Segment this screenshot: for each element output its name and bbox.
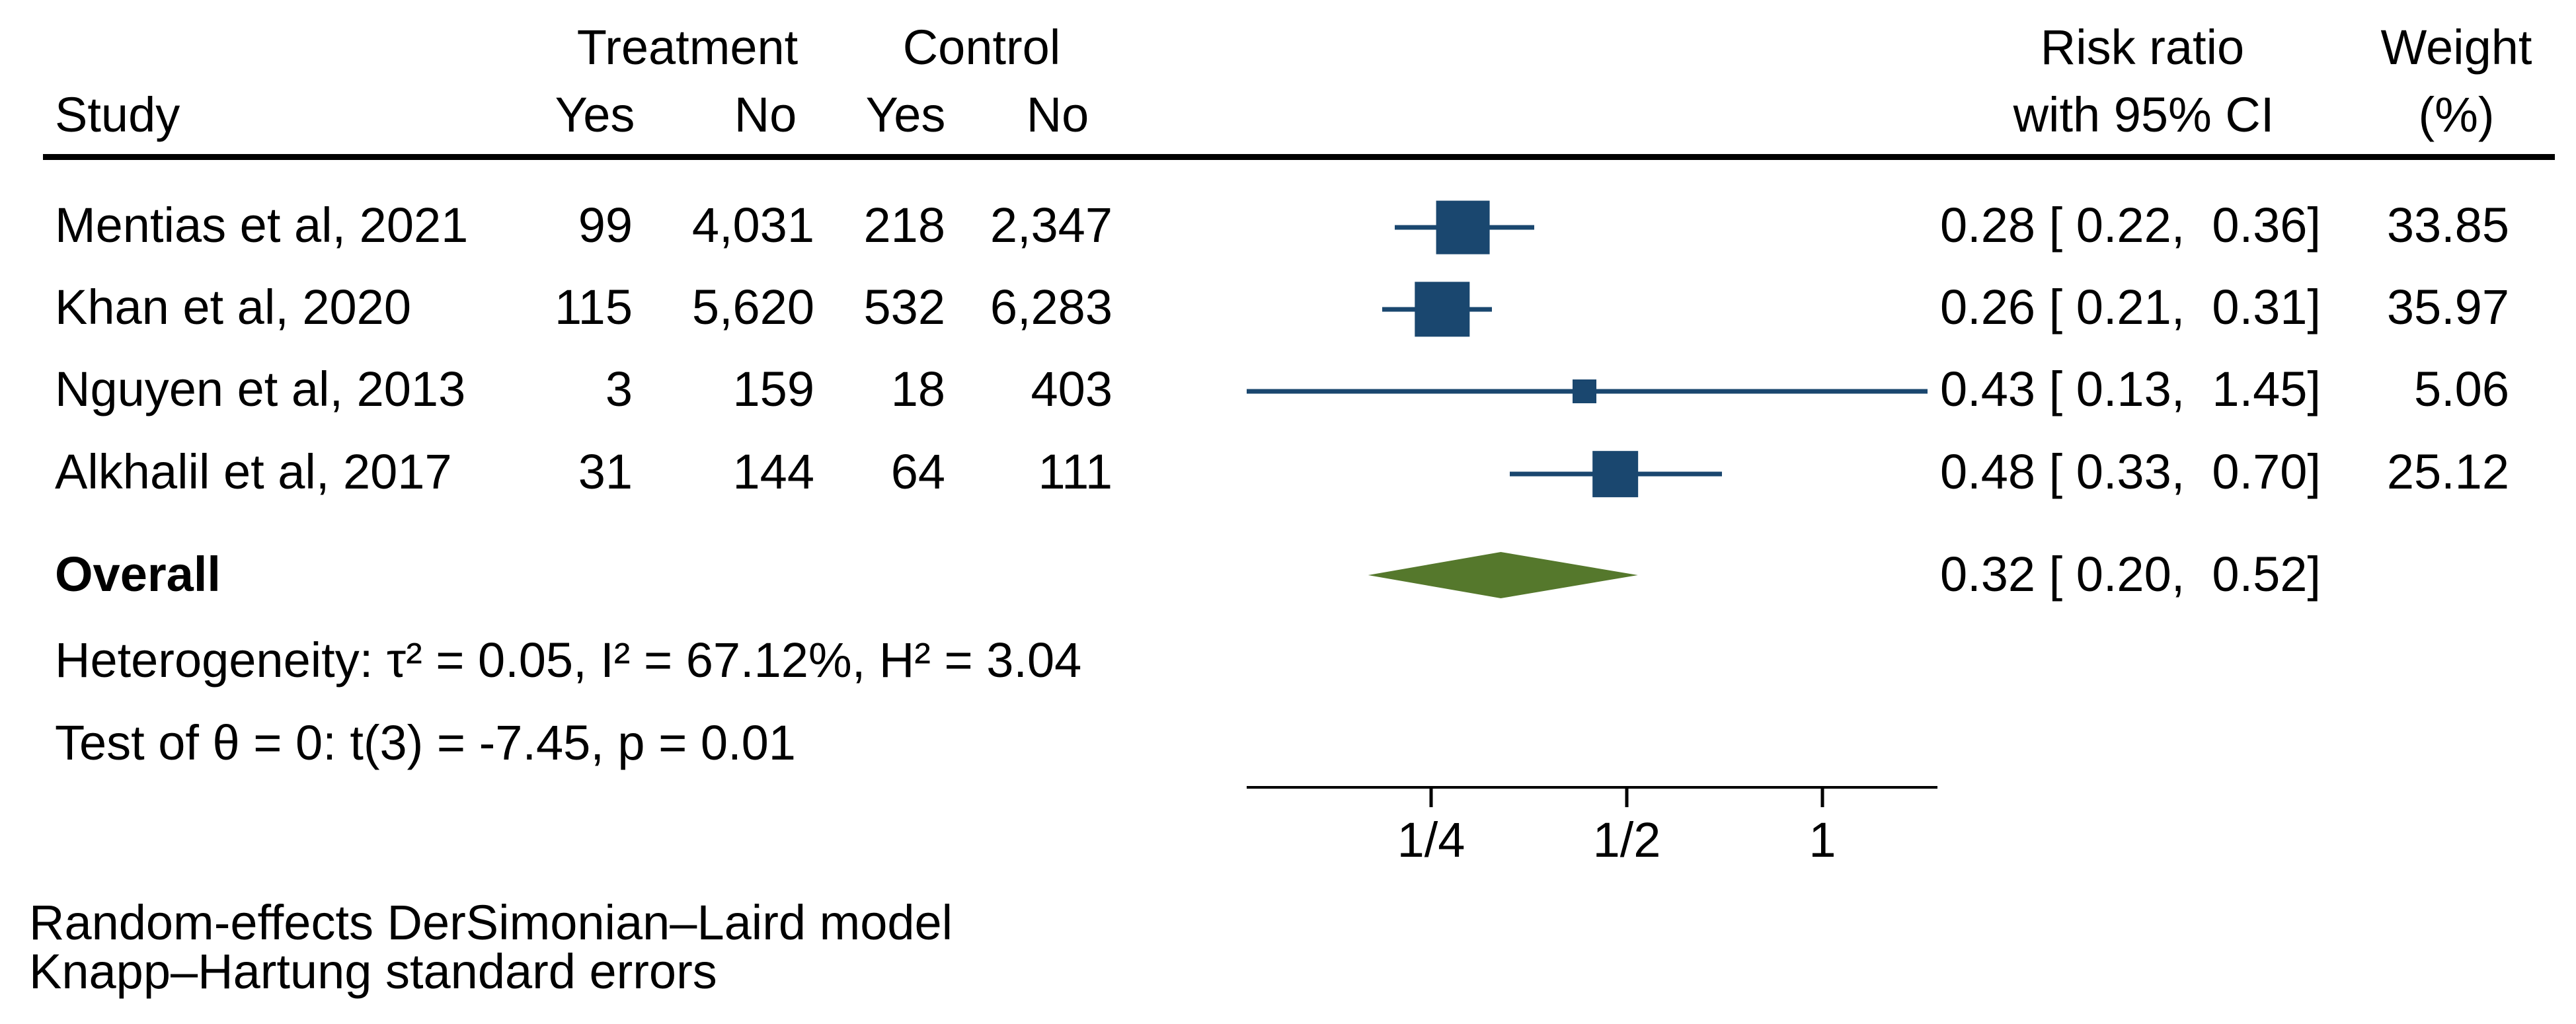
column-header-control-no: No	[1026, 87, 1089, 143]
x-axis-tick	[1429, 787, 1433, 807]
x-axis-line	[1247, 786, 1937, 789]
control-yes-count: 218	[863, 198, 945, 253]
study-label: Nguyen et al, 2013	[55, 362, 466, 417]
treatment-no-count: 159	[732, 362, 814, 417]
control-yes-count: 532	[863, 280, 945, 335]
treatment-yes-count: 31	[578, 444, 633, 500]
x-axis-tick	[1625, 787, 1629, 807]
study-label: Alkhalil et al, 2017	[55, 444, 452, 500]
column-header-riskratio-2: with 95% CI	[2013, 87, 2275, 143]
risk-ratio-ci-value: 0.28 [ 0.22, 0.36]	[1940, 198, 2321, 253]
overall-rr-ci: 0.32 [ 0.20, 0.52]	[1940, 547, 2321, 602]
column-header-treatment-yes: Yes	[555, 87, 635, 143]
weight-value: 25.12	[2386, 444, 2509, 500]
header-divider-rule	[43, 154, 2555, 160]
control-no-count: 6,283	[990, 280, 1112, 335]
weight-value: 5.06	[2413, 362, 2509, 417]
control-yes-count: 64	[890, 444, 945, 500]
control-no-count: 2,347	[990, 198, 1112, 253]
treatment-no-count: 144	[732, 444, 814, 500]
x-axis-tick-label: 1/4	[1397, 812, 1465, 868]
effect-estimate-square	[1572, 379, 1596, 403]
column-group-control: Control	[902, 20, 1061, 75]
effect-estimate-square	[1415, 282, 1470, 337]
weight-value: 35.97	[2386, 280, 2509, 335]
control-yes-count: 18	[890, 362, 945, 417]
risk-ratio-ci-value: 0.43 [ 0.13, 1.45]	[1940, 362, 2321, 417]
column-header-weight-1: Weight	[2380, 20, 2532, 75]
x-axis-tick	[1820, 787, 1824, 807]
column-header-treatment-no: No	[734, 87, 797, 143]
treatment-no-count: 4,031	[691, 198, 814, 253]
column-header-weight-2: (%)	[2418, 87, 2495, 143]
effect-estimate-square	[1592, 451, 1639, 497]
overall-diamond	[1368, 552, 1638, 598]
treatment-yes-count: 3	[605, 362, 633, 417]
treatment-yes-count: 99	[578, 198, 633, 253]
control-no-count: 403	[1031, 362, 1112, 417]
treatment-yes-count: 115	[555, 280, 633, 335]
risk-ratio-ci-value: 0.26 [ 0.21, 0.31]	[1940, 280, 2321, 335]
heterogeneity-stats: Heterogeneity: τ² = 0.05, I² = 67.12%, H…	[55, 633, 1082, 688]
control-no-count: 111	[1038, 444, 1112, 500]
column-header-control-yes: Yes	[865, 87, 946, 143]
effect-estimate-square	[1436, 200, 1490, 255]
risk-ratio-ci-value: 0.48 [ 0.33, 0.70]	[1940, 444, 2321, 500]
weight-value: 33.85	[2386, 198, 2509, 253]
effect-test-stats: Test of θ = 0: t(3) = -7.45, p = 0.01	[55, 715, 796, 771]
study-label: Mentias et al, 2021	[55, 198, 469, 253]
study-label: Khan et al, 2020	[55, 280, 411, 335]
model-note: Random-effects DerSimonian–Laird model	[29, 895, 953, 951]
x-axis-tick-label: 1	[1809, 812, 1836, 868]
column-group-treatment: Treatment	[576, 20, 799, 75]
column-header-study: Study	[55, 87, 180, 143]
treatment-no-count: 5,620	[691, 280, 814, 335]
column-header-riskratio-1: Risk ratio	[2040, 20, 2245, 75]
x-axis-tick-label: 1/2	[1592, 812, 1661, 868]
overall-label: Overall	[55, 547, 221, 602]
standard-error-note: Knapp–Hartung standard errors	[29, 944, 717, 1000]
